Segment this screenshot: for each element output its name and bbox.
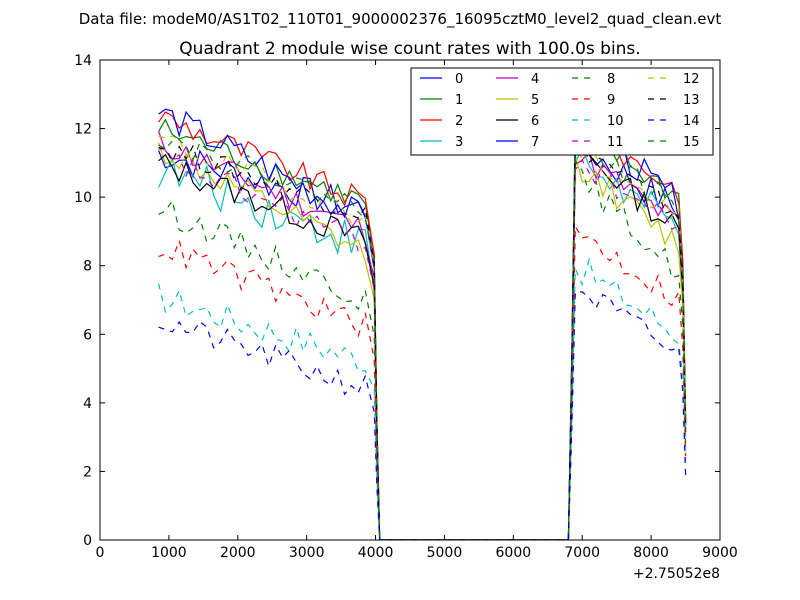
legend-label-7: 7 — [531, 135, 539, 150]
series-line-10 — [158, 257, 687, 540]
x-offset-label: +2.75052e8 — [633, 566, 720, 582]
legend-label-5: 5 — [531, 93, 539, 108]
legend-label-9: 9 — [607, 93, 615, 108]
y-tick-label: 10 — [74, 190, 92, 206]
legend-label-13: 13 — [683, 93, 700, 108]
series-line-13 — [158, 137, 687, 540]
legend-label-10: 10 — [607, 114, 624, 129]
legend-label-1: 1 — [455, 93, 463, 108]
y-tick-label: 6 — [83, 327, 92, 343]
legend-label-14: 14 — [683, 114, 700, 129]
chart-title: Quadrant 2 module wise count rates with … — [179, 39, 640, 59]
series-line-9 — [158, 224, 687, 540]
y-tick-label: 14 — [74, 53, 92, 69]
axes-frame — [99, 59, 721, 541]
x-tick-label: 0 — [96, 545, 105, 561]
x-tick-label: 2000 — [220, 545, 256, 561]
suptitle: Data file: modeM0/AS1T02_110T01_90000023… — [79, 10, 722, 29]
legend-label-12: 12 — [683, 72, 700, 87]
series-line-2 — [158, 111, 687, 540]
series-line-5 — [158, 142, 687, 540]
y-tick-label: 0 — [83, 533, 92, 549]
legend-label-4: 4 — [531, 72, 539, 87]
legend-label-8: 8 — [607, 72, 615, 87]
legend-label-2: 2 — [455, 114, 463, 129]
y-tick-label: 2 — [83, 464, 92, 480]
y-tick-labels: 0 2 4 6 8 10 12 14 — [74, 53, 92, 549]
x-tick-label: 8000 — [633, 545, 669, 561]
y-tick-label: 12 — [74, 122, 92, 138]
x-tick-label: 4000 — [358, 545, 394, 561]
x-tick-labels: 0 1000 2000 3000 4000 5000 6000 7000 8000 9000 — [96, 545, 738, 561]
series-line-8 — [158, 158, 687, 540]
x-tick-label: 7000 — [564, 545, 600, 561]
series-line-12 — [158, 135, 687, 540]
legend-label-3: 3 — [455, 135, 463, 150]
series-line-3 — [158, 147, 687, 540]
legend-label-11: 11 — [607, 135, 624, 150]
legend-label-15: 15 — [683, 135, 700, 150]
series-lines — [158, 90, 687, 540]
x-tick-label: 9000 — [702, 545, 738, 561]
legend-label-6: 6 — [531, 114, 539, 129]
series-line-14 — [158, 291, 687, 540]
x-tick-label: 1000 — [151, 545, 187, 561]
x-tick-label: 5000 — [427, 545, 463, 561]
y-tick-label: 8 — [83, 259, 92, 275]
x-tick-label: 6000 — [496, 545, 532, 561]
x-tick-label: 3000 — [289, 545, 325, 561]
series-line-11 — [158, 148, 687, 540]
legend-label-0: 0 — [455, 72, 463, 87]
y-tick-label: 4 — [83, 396, 92, 412]
series-line-15 — [158, 138, 687, 540]
